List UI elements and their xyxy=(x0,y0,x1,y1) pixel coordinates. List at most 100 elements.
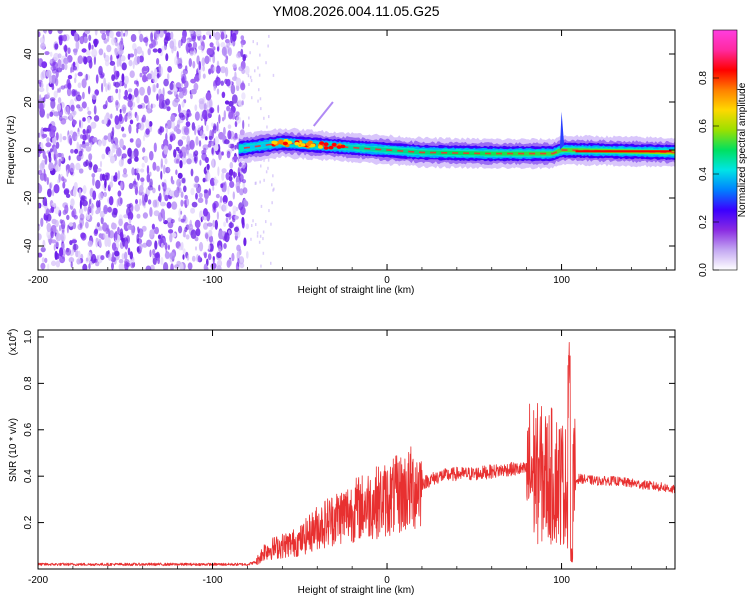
noise-speck xyxy=(65,248,72,256)
noise-speck xyxy=(133,148,139,158)
noise-speck xyxy=(194,104,198,111)
noise-speck xyxy=(162,182,167,192)
noise-speck xyxy=(234,144,237,150)
noise-speck xyxy=(204,136,208,141)
noise-speck xyxy=(86,106,90,111)
noise-speck xyxy=(44,30,47,35)
noise-speck xyxy=(76,141,80,151)
noise-speck xyxy=(267,158,270,162)
noise-speck xyxy=(72,90,78,96)
noise-speck xyxy=(140,177,145,182)
noise-speck xyxy=(72,61,76,68)
noise-speck xyxy=(216,265,222,270)
noise-speck xyxy=(221,151,224,156)
noise-speck xyxy=(48,74,53,85)
noise-speck xyxy=(88,153,93,161)
noise-speck xyxy=(199,159,202,166)
noise-speck xyxy=(250,237,252,241)
noise-speck xyxy=(68,134,72,145)
noise-speck xyxy=(187,262,193,270)
noise-speck xyxy=(132,60,135,70)
noise-speck xyxy=(53,111,60,117)
noise-speck xyxy=(222,117,225,122)
noise-speck xyxy=(73,32,79,42)
noise-speck xyxy=(255,223,257,226)
snr-y-label: SNR (10 * v/v) xyxy=(8,418,19,482)
noise-speck xyxy=(70,261,73,268)
noise-speck xyxy=(227,47,232,57)
noise-speck xyxy=(62,136,67,141)
noise-speck xyxy=(207,253,212,261)
noise-speck xyxy=(90,142,93,148)
noise-speck xyxy=(156,73,160,79)
noise-speck xyxy=(124,75,129,85)
noise-speck xyxy=(180,241,184,251)
noise-speck xyxy=(195,192,198,200)
noise-speck xyxy=(160,257,164,265)
noise-speck xyxy=(152,75,158,84)
noise-speck xyxy=(195,246,197,251)
colorbar-tick-label: 0.6 xyxy=(698,119,709,133)
noise-speck xyxy=(98,238,102,247)
noise-speck xyxy=(267,166,269,170)
noise-speck xyxy=(216,121,219,132)
noise-speck xyxy=(221,168,227,174)
noise-speck xyxy=(124,114,128,122)
noise-speck xyxy=(220,66,227,74)
noise-speck xyxy=(123,32,126,37)
noise-speck xyxy=(156,58,160,65)
noise-speck xyxy=(139,86,145,96)
noise-speck xyxy=(111,143,116,154)
noise-speck xyxy=(160,158,163,168)
noise-speck xyxy=(177,63,183,69)
noise-speck xyxy=(75,162,81,171)
noise-speck xyxy=(67,74,73,80)
noise-speck xyxy=(238,66,244,72)
noise-speck xyxy=(153,210,160,217)
noise-speck xyxy=(120,181,123,190)
noise-speck xyxy=(156,165,160,172)
noise-speck xyxy=(232,156,239,161)
noise-speck xyxy=(203,222,208,230)
noise-speck xyxy=(228,100,234,107)
noise-speck xyxy=(44,257,48,264)
noise-speck xyxy=(201,125,204,131)
noise-speck xyxy=(68,155,71,161)
noise-speck xyxy=(72,222,77,230)
noise-speck xyxy=(100,255,105,261)
noise-speck xyxy=(226,39,231,48)
noise-speck xyxy=(38,252,43,258)
noise-speck xyxy=(235,111,240,117)
noise-speck xyxy=(141,162,145,168)
noise-speck xyxy=(39,37,45,44)
snr-y-scale-prefix: (x10 xyxy=(8,335,19,355)
noise-speck xyxy=(154,30,160,38)
noise-speck xyxy=(190,88,197,95)
noise-speck xyxy=(39,162,45,171)
noise-speck xyxy=(257,66,259,70)
noise-speck xyxy=(95,179,101,189)
noise-speck xyxy=(139,33,144,43)
noise-speck xyxy=(119,228,124,238)
noise-speck xyxy=(167,66,173,73)
noise-speck xyxy=(90,121,97,129)
noise-speck xyxy=(164,35,169,41)
noise-speck xyxy=(169,252,176,260)
noise-speck xyxy=(93,55,96,66)
noise-speck xyxy=(192,60,196,69)
noise-speck xyxy=(108,196,114,206)
noise-speck xyxy=(161,45,168,51)
noise-speck xyxy=(38,58,41,66)
noise-speck xyxy=(236,250,240,261)
noise-speck xyxy=(116,147,122,157)
snr-y-scale-exponent: 4 xyxy=(7,332,14,336)
noise-speck xyxy=(111,222,117,230)
spectrogram-y-ticks: -40 -20 0 20 40 xyxy=(23,48,675,253)
noise-speck xyxy=(174,264,180,269)
noise-speck xyxy=(267,44,269,48)
noise-speck xyxy=(93,39,98,48)
noise-speck xyxy=(110,135,114,145)
noise-speck xyxy=(61,63,65,71)
noise-speck xyxy=(258,240,261,244)
noise-speck xyxy=(102,104,107,110)
